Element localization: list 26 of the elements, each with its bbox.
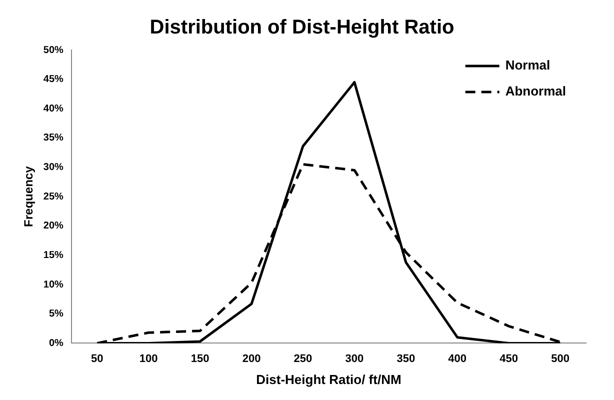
y-tick-label: 15% bbox=[43, 250, 64, 261]
x-tick-label: 150 bbox=[190, 352, 210, 365]
x-tick-label: 500 bbox=[551, 352, 570, 365]
legend-label: Normal bbox=[505, 58, 550, 73]
y-tick-label: 35% bbox=[43, 132, 64, 144]
y-tick-label: 20% bbox=[43, 220, 64, 232]
chart-title: Distribution of Dist-Height Ratio bbox=[150, 16, 454, 39]
legend-label: Abnormal bbox=[505, 84, 566, 99]
y-tick-label: 10% bbox=[43, 279, 64, 290]
y-tick-label: 45% bbox=[43, 74, 64, 86]
y-axis-title: Frequency bbox=[22, 166, 36, 227]
y-tick-label: 5% bbox=[48, 308, 64, 320]
x-tick-label: 350 bbox=[396, 352, 416, 365]
y-tick-label: 50% bbox=[43, 44, 64, 56]
y-tick-label: 30% bbox=[43, 162, 64, 174]
y-tick-label: 40% bbox=[43, 103, 64, 114]
y-tick-label: 25% bbox=[43, 191, 64, 202]
x-axis-title: Dist-Height Ratio/ ft/NM bbox=[256, 372, 402, 387]
x-tick-label: 250 bbox=[294, 352, 312, 365]
x-tick-label: 400 bbox=[448, 352, 467, 365]
x-tick-label: 100 bbox=[139, 352, 158, 365]
y-tick-label: 0% bbox=[48, 338, 64, 349]
x-tick-label: 450 bbox=[500, 352, 518, 365]
x-tick-label: 50 bbox=[91, 352, 104, 365]
x-tick-label: 300 bbox=[345, 352, 364, 365]
x-tick-label: 200 bbox=[242, 352, 261, 365]
